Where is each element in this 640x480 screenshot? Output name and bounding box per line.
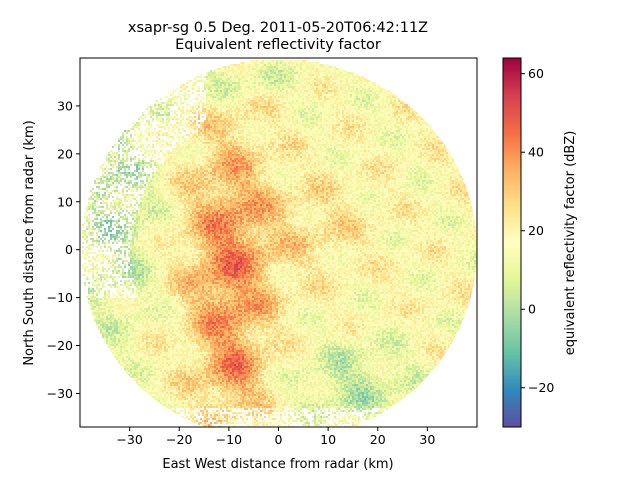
colorbar-label: equivalent reflectivity factor (dBZ) [563, 131, 578, 356]
x-tick-label: 0 [275, 432, 283, 447]
y-axis-ticks: −30 −20 −10 0 10 20 30 [47, 98, 80, 401]
colorbar: −20 0 20 40 60 equivalent reflectivity facto… [503, 58, 578, 427]
plot-area: −30 −20 −10 0 10 20 30 −30 −20 −10 0 10 20 30 [47, 58, 478, 447]
y-tick-label: −30 [47, 386, 73, 401]
x-tick-label: −20 [166, 432, 192, 447]
y-axis-label: North South distance from radar (km) [22, 120, 37, 365]
x-tick-label: 20 [370, 432, 386, 447]
colorbar-tick-label: 20 [528, 223, 544, 238]
colorbar-tick-label: 0 [528, 302, 536, 317]
colorbar-tick-label: 40 [528, 145, 544, 160]
y-tick-label: 30 [57, 98, 73, 113]
colorbar-tick-label: −20 [528, 380, 554, 395]
colorbar-ticks: −20 0 20 40 60 [521, 66, 554, 395]
colorbar-tick-label: 60 [528, 66, 544, 81]
x-axis-label: East West distance from radar (km) [162, 457, 393, 472]
y-tick-label: −20 [47, 338, 73, 353]
chart-title-line1: xsapr-sg 0.5 Deg. 2011-05-20T06:42:11Z [128, 20, 428, 36]
x-tick-label: −30 [116, 432, 142, 447]
y-tick-label: 10 [57, 194, 73, 209]
y-tick-label: −10 [47, 290, 73, 305]
chart-title-line2: Equivalent reflectivity factor [175, 37, 381, 53]
x-tick-label: 10 [320, 432, 336, 447]
colorbar-gradient [503, 58, 521, 427]
x-axis-ticks: −30 −20 −10 0 10 20 30 [116, 427, 435, 447]
x-tick-label: 30 [419, 432, 435, 447]
x-tick-label: −10 [216, 432, 242, 447]
y-tick-label: 0 [65, 242, 73, 257]
y-tick-label: 20 [57, 146, 73, 161]
